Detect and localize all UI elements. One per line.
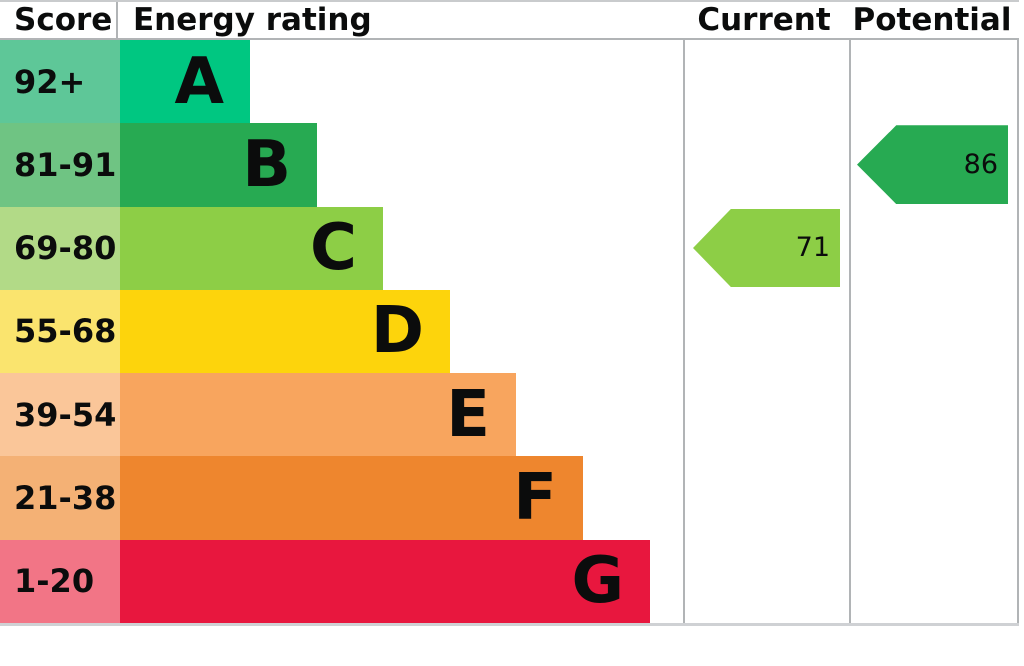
band-score-range: 1-20 [0,539,120,623]
band-score-range: 81-91 [0,123,120,207]
header-current: Current [697,2,831,38]
band-row-f: 21-38 F [0,456,1024,540]
band-score-range: 69-80 [0,206,120,290]
band-bar-letter: D [120,289,450,374]
table-header-row: Score Energy rating Current Potential [0,0,1019,40]
band-bar-letter: A [120,40,250,124]
table-right-border [1017,0,1019,626]
band-row-c: 69-80 C [0,206,1024,290]
current-column-divider [683,0,685,626]
band-row-e: 39-54 E [0,373,1024,457]
table-bottom-border [0,623,1019,626]
header-potential: Potential [852,2,1012,38]
band-bar-letter: E [120,373,516,457]
band-bar-letter: F [120,456,583,540]
band-score-range: 21-38 [0,456,120,540]
current-rating-value: 71 [795,232,830,264]
band-row-b: 81-91 B [0,123,1024,207]
band-bar-letter: B [120,123,317,207]
band-bar-letter: G [120,539,650,623]
band-rows: 92+ A 81-91 B 69-80 C 55-68 D 39-54 E 21-38 F 1-20 G [0,40,1024,623]
header-energy-rating: Energy rating [133,2,372,38]
band-row-d: 55-68 D [0,289,1024,374]
header-score: Score [0,2,118,38]
potential-column-divider [849,0,851,626]
band-score-range: 55-68 [0,289,120,374]
band-bar-letter: C [120,206,383,290]
band-row-g: 1-20 G [0,539,1024,623]
band-score-range: 39-54 [0,373,120,457]
band-score-range: 92+ [0,40,120,124]
potential-rating-value: 86 [963,149,998,181]
band-row-a: 92+ A [0,40,1024,124]
